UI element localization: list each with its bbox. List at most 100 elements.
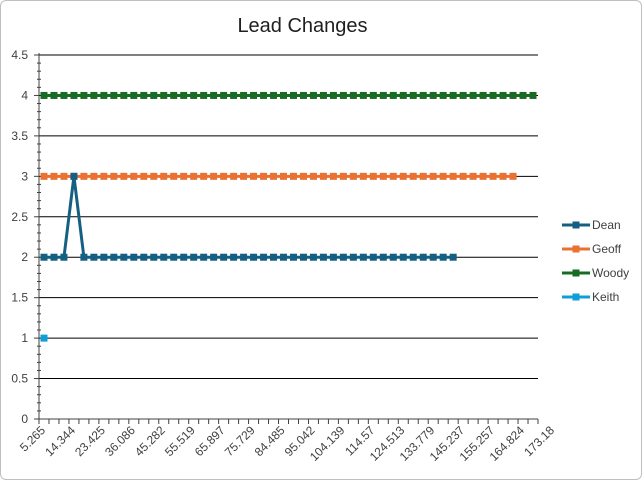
data-point-geoff [429, 172, 437, 180]
data-point-woody [449, 91, 457, 99]
data-point-dean [339, 253, 347, 261]
data-point-geoff [319, 172, 327, 180]
data-point-geoff [150, 172, 158, 180]
data-point-dean [289, 253, 297, 261]
data-point-dean [210, 253, 218, 261]
data-point-woody [40, 91, 48, 99]
data-point-woody [379, 91, 387, 99]
data-point-dean [170, 253, 178, 261]
data-point-geoff [40, 172, 48, 180]
data-point-woody [509, 91, 517, 99]
data-point-woody [210, 91, 218, 99]
data-point-woody [110, 91, 118, 99]
data-point-geoff [449, 172, 457, 180]
data-point-woody [529, 91, 537, 99]
data-point-dean [60, 253, 68, 261]
data-point-geoff [90, 172, 98, 180]
data-point-geoff [240, 172, 248, 180]
data-point-woody [130, 91, 138, 99]
y-tick-label: 1 [21, 331, 28, 345]
data-point-dean [140, 253, 148, 261]
legend-marker-keith [572, 293, 580, 301]
x-tick-label: 173.18 [521, 423, 557, 459]
data-point-dean [90, 253, 98, 261]
data-point-woody [409, 91, 417, 99]
data-point-woody [429, 91, 437, 99]
data-point-geoff [399, 172, 407, 180]
data-point-dean [299, 253, 307, 261]
x-tick-label: 23.425 [72, 423, 108, 459]
data-point-woody [230, 91, 238, 99]
data-point-woody [309, 91, 317, 99]
data-point-geoff [60, 172, 68, 180]
legend-label-woody: Woody [592, 266, 629, 280]
data-point-dean [70, 172, 78, 180]
data-point-dean [329, 253, 337, 261]
data-point-dean [110, 253, 118, 261]
data-point-woody [200, 91, 208, 99]
data-point-woody [220, 91, 228, 99]
x-tick-label: 75.729 [222, 423, 258, 459]
y-tick-label: 2.5 [11, 210, 28, 224]
data-point-geoff [170, 172, 178, 180]
data-point-dean [240, 253, 248, 261]
legend-label-dean: Dean [592, 218, 621, 232]
data-point-woody [349, 91, 357, 99]
data-point-dean [220, 253, 228, 261]
data-point-woody [389, 91, 397, 99]
y-tick-label: 0.5 [11, 372, 28, 386]
data-point-woody [190, 91, 198, 99]
chart-title: Lead Changes [237, 15, 367, 37]
y-tick-label: 3 [21, 169, 28, 183]
data-point-geoff [299, 172, 307, 180]
data-point-woody [369, 91, 377, 99]
data-point-woody [399, 91, 407, 99]
data-point-geoff [479, 172, 487, 180]
y-tick-label: 4 [21, 88, 28, 102]
data-point-geoff [389, 172, 397, 180]
data-point-geoff [489, 172, 497, 180]
data-point-dean [80, 253, 88, 261]
data-point-geoff [180, 172, 188, 180]
data-point-dean [150, 253, 158, 261]
data-point-woody [260, 91, 268, 99]
data-point-woody [90, 91, 98, 99]
data-point-woody [479, 91, 487, 99]
data-point-geoff [439, 172, 447, 180]
data-point-dean [190, 253, 198, 261]
data-point-geoff [220, 172, 228, 180]
data-point-geoff [419, 172, 427, 180]
data-point-woody [160, 91, 168, 99]
data-point-dean [270, 253, 278, 261]
data-point-dean [429, 253, 437, 261]
x-tick-label: 36.086 [102, 423, 138, 459]
data-point-woody [70, 91, 78, 99]
data-point-dean [280, 253, 288, 261]
data-point-geoff [130, 172, 138, 180]
data-point-geoff [359, 172, 367, 180]
data-point-dean [180, 253, 188, 261]
data-point-woody [359, 91, 367, 99]
data-point-dean [130, 253, 138, 261]
data-point-dean [309, 253, 317, 261]
legend-marker-geoff [572, 245, 580, 253]
data-point-geoff [210, 172, 218, 180]
data-point-geoff [110, 172, 118, 180]
data-point-geoff [190, 172, 198, 180]
y-tick-label: 3.5 [11, 129, 28, 143]
data-point-woody [250, 91, 258, 99]
data-point-dean [200, 253, 208, 261]
data-point-geoff [80, 172, 88, 180]
data-point-geoff [200, 172, 208, 180]
data-point-woody [419, 91, 427, 99]
data-point-woody [459, 91, 467, 99]
data-point-woody [439, 91, 447, 99]
data-point-dean [160, 253, 168, 261]
data-point-woody [80, 91, 88, 99]
data-point-geoff [509, 172, 517, 180]
data-point-geoff [140, 172, 148, 180]
data-point-woody [60, 91, 68, 99]
data-point-geoff [349, 172, 357, 180]
data-point-dean [319, 253, 327, 261]
